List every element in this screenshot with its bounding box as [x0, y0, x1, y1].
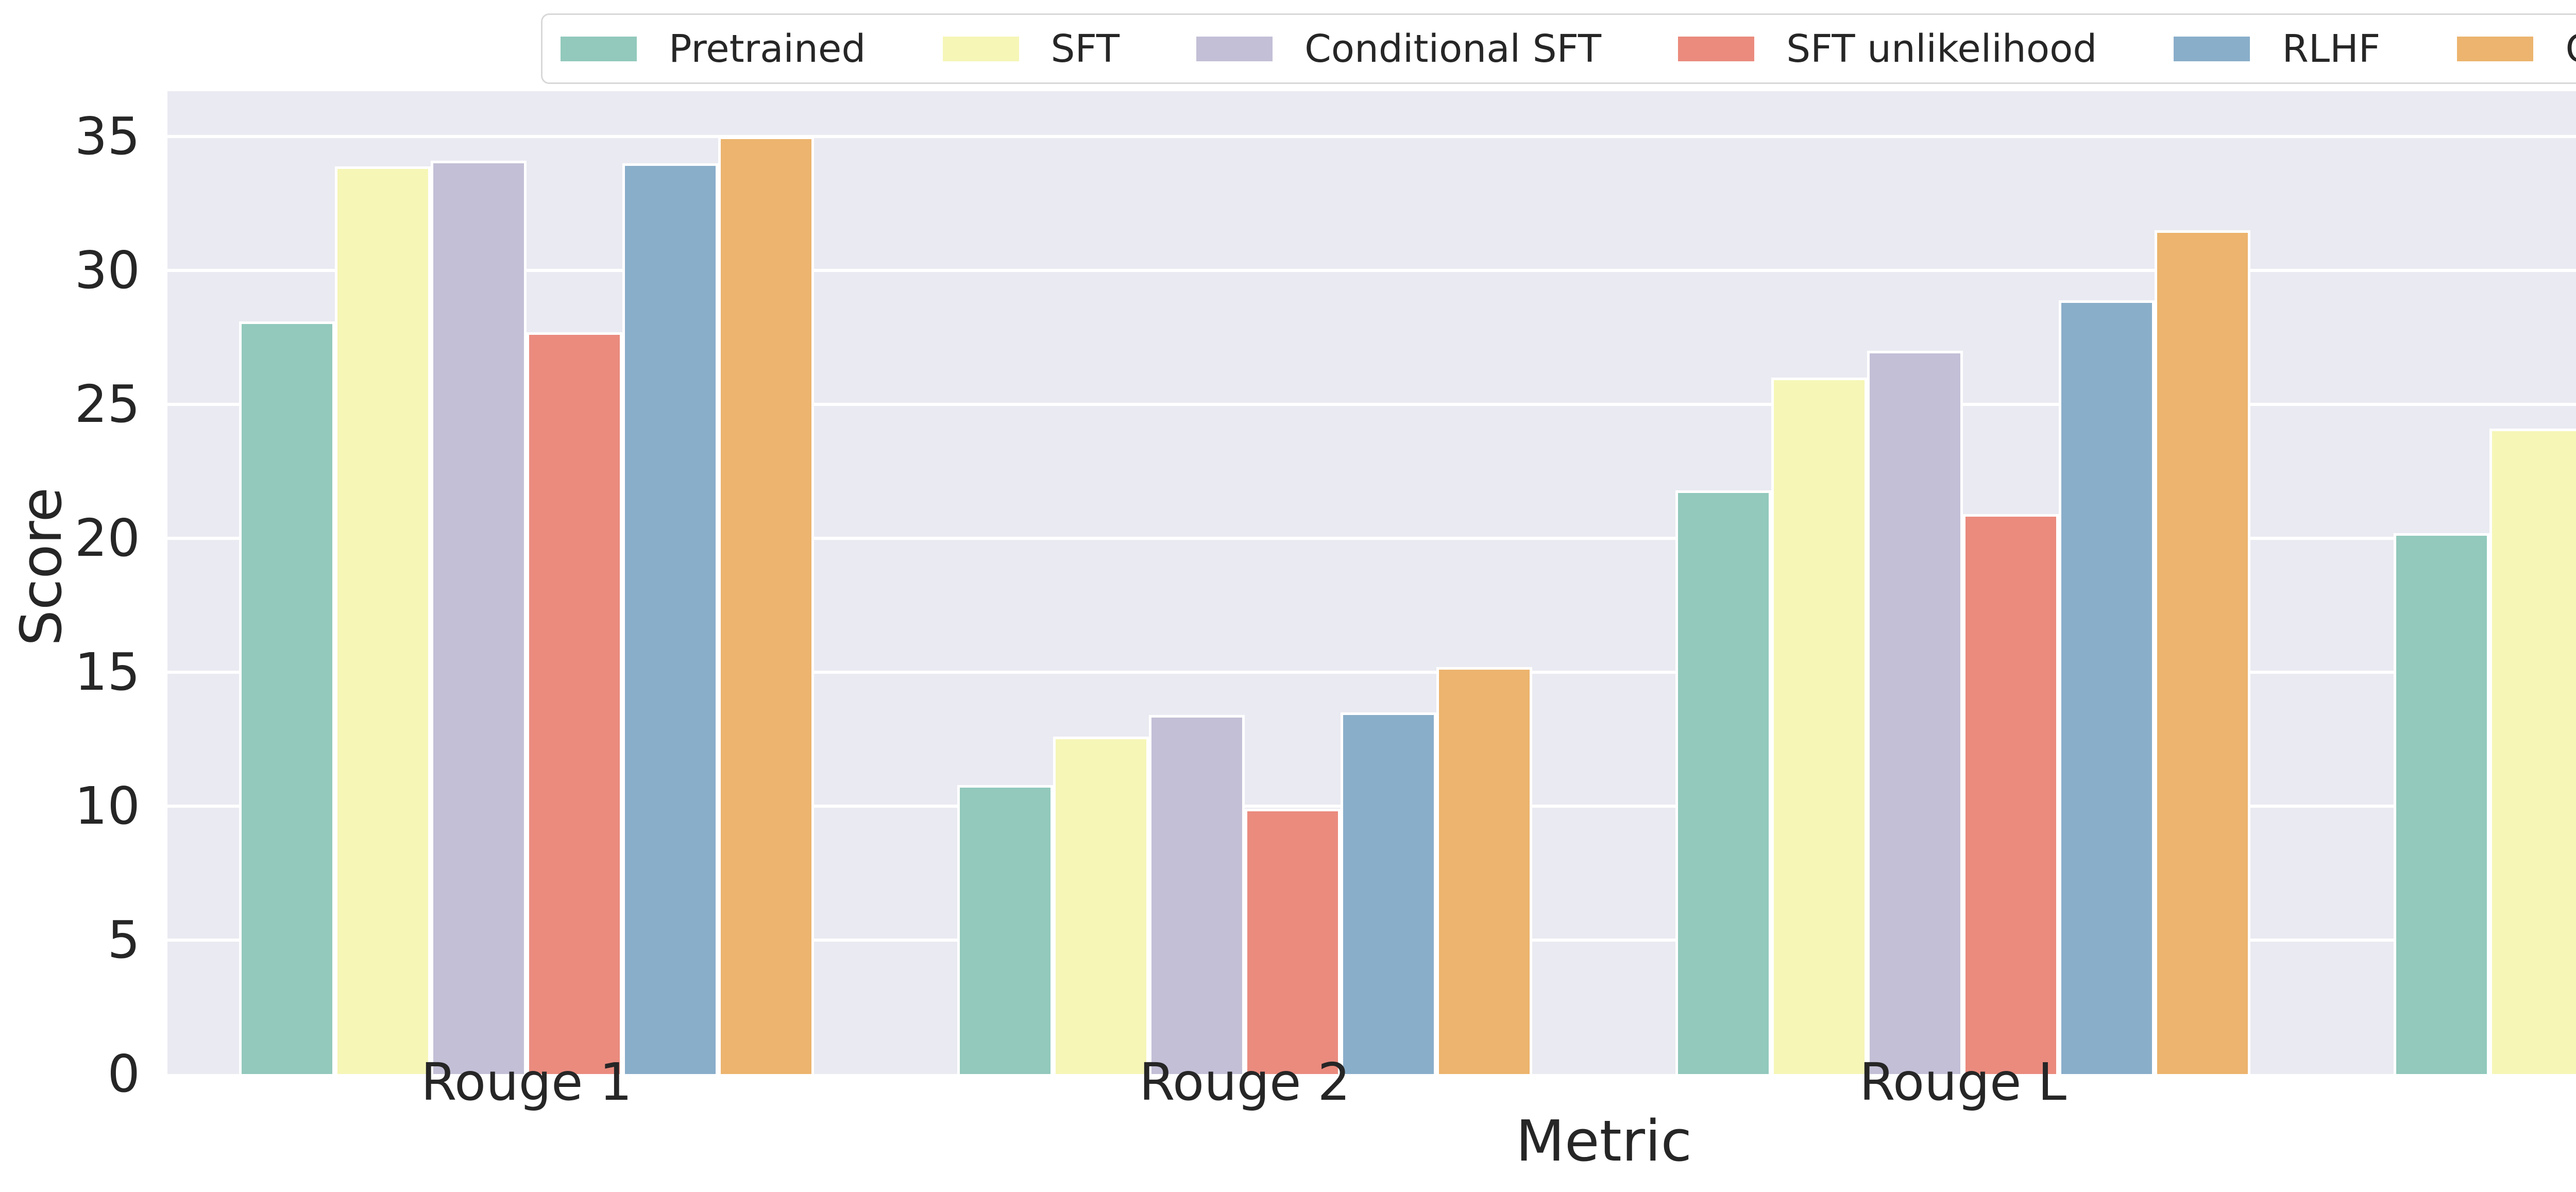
bar-sft-unlikelihood-rouge-2 [1245, 809, 1341, 1074]
bar-coh-rouge-1 [718, 137, 814, 1074]
y-axis-title: Score [8, 487, 74, 646]
gridline-y-30 [167, 269, 2576, 273]
legend-item-sft: SFT [942, 26, 1120, 71]
plot-area [167, 91, 2576, 1074]
legend-label: RLHF [2282, 26, 2381, 71]
bar-sft-rouge-2 [1053, 736, 1149, 1074]
bar-coh-rouge-l [2154, 230, 2250, 1074]
bar-sft-rouge-1 [335, 166, 431, 1074]
y-tick-label-25: 25 [74, 374, 140, 435]
y-tick-label-30: 30 [74, 240, 140, 301]
y-tick-label-0: 0 [107, 1044, 140, 1104]
bar-rlhf-rouge-2 [1340, 712, 1436, 1074]
y-tick-label-15: 15 [74, 642, 140, 703]
y-tick-label-35: 35 [74, 106, 140, 167]
legend-swatch-icon [2174, 36, 2250, 61]
legend-label: Conditional SFT [1304, 26, 1602, 71]
bar-pretrained-rouge-2 [957, 785, 1054, 1074]
x-tick-label-rouge-1: Rouge 1 [421, 1052, 632, 1112]
bar-conditional-sft-rouge-l [1867, 351, 1963, 1074]
y-tick-label-5: 5 [107, 910, 140, 970]
bar-sft-avg [2489, 429, 2576, 1074]
legend-swatch-icon [561, 36, 637, 61]
legend-swatch-icon [1678, 36, 1755, 61]
bar-rlhf-rouge-1 [622, 163, 718, 1074]
legend-swatch-icon [2457, 36, 2534, 61]
legend-label: COH [2565, 30, 2576, 68]
bar-pretrained-rouge-1 [239, 321, 335, 1074]
bar-pretrained-avg [2394, 533, 2490, 1074]
legend-label: SFT [1050, 26, 1120, 71]
bar-conditional-sft-rouge-1 [431, 161, 527, 1074]
legend-item-rlhf: RLHF [2174, 30, 2380, 68]
legend: Pretrained SFT Conditional SFT SFT unlikeli… [541, 13, 2576, 84]
legend-swatch-icon [942, 36, 1019, 61]
legend-label: Pretrained [669, 26, 866, 71]
x-tick-label-rouge-2: Rouge 2 [1139, 1052, 1350, 1112]
legend-swatch-icon [1196, 36, 1273, 61]
y-tick-label-10: 10 [74, 776, 140, 837]
bar-sft-unlikelihood-rouge-1 [527, 332, 622, 1074]
legend-item-sft-unlikelihood: SFT unlikelihood [1678, 30, 2097, 68]
bar-conditional-sft-rouge-2 [1149, 715, 1245, 1074]
legend-item-conditional-sft: Conditional SFT [1196, 30, 1601, 68]
bar-pretrained-rouge-l [1675, 490, 1772, 1074]
x-tick-label-rouge-l: Rouge L [1859, 1052, 2067, 1112]
bar-sft-rouge-l [1771, 378, 1868, 1074]
gridline-y-20 [167, 537, 2576, 540]
legend-item-pretrained: Pretrained [561, 30, 866, 68]
bar-sft-unlikelihood-rouge-l [1963, 514, 2059, 1074]
x-axis-title: Metric [1516, 1108, 1692, 1174]
legend-item-coh: COH [2457, 30, 2576, 68]
gridline-y-15 [167, 671, 2576, 674]
y-tick-label-20: 20 [74, 508, 140, 569]
gridline-y-25 [167, 403, 2576, 406]
legend-label: SFT unlikelihood [1786, 26, 2097, 71]
gridline-y-35 [167, 135, 2576, 139]
bar-rlhf-rouge-l [2058, 300, 2155, 1074]
bar-coh-rouge-2 [1436, 667, 1532, 1074]
